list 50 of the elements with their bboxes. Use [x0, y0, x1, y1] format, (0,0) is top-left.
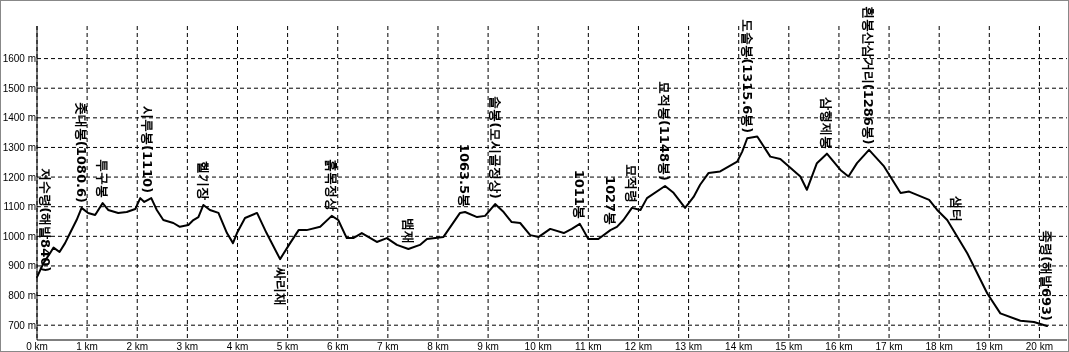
x-tick-label: 0 km [26, 341, 48, 352]
x-tick-label: 15 km [775, 341, 803, 352]
x-tick-label: 6 km [326, 341, 349, 352]
annotation: 1063.5봉 [457, 143, 473, 208]
annotation: 촛대봉(1080.6) [74, 101, 90, 203]
annotation: 투구봉 [95, 159, 111, 199]
y-tick-label: 800 m [8, 290, 36, 302]
annotation: 뱀재 [400, 218, 416, 245]
y-tick-label: 1200 m [2, 171, 36, 183]
x-tick-label: 9 km [477, 341, 499, 352]
x-tick-label: 3 km [176, 341, 199, 352]
x-tick-label: 2 km [126, 341, 149, 352]
annotation: 묘적봉(1148봉) [657, 80, 673, 181]
x-tick-label: 7 km [377, 341, 399, 352]
annotation: 삼형제봉 [819, 96, 835, 149]
y-tick-label: 1500 m [2, 82, 36, 94]
annotation: 묘적령 [624, 163, 640, 203]
annotation: 헬기장 [195, 160, 211, 200]
annotation: 죽령(해발693) [1039, 230, 1055, 322]
annotation: 저수령(해발840) [38, 168, 54, 273]
annotation: 솔봉(모시골정상) [487, 96, 503, 200]
annotation: 흙목정상 [324, 158, 340, 211]
annotation: 도솔봉(1315.6봉) [739, 19, 755, 134]
annotation: 흰봉산삼거리(1286봉) [861, 5, 877, 145]
x-tick-label: 18 km [925, 341, 953, 352]
y-tick-label: 1600 m [2, 53, 36, 65]
x-tick-label: 5 km [276, 341, 299, 352]
x-tick-label: 10 km [524, 341, 552, 352]
annotation: 1027봉 [602, 175, 618, 226]
annotation: 싸리재 [272, 266, 288, 307]
y-tick-label: 900 m [8, 260, 36, 272]
y-tick-label: 1100 m [3, 201, 36, 213]
x-tick-label: 16 km [825, 341, 853, 352]
annotation: 1011봉 [572, 169, 588, 219]
x-tick-label: 17 km [875, 341, 903, 352]
x-tick-label: 20 km [1025, 341, 1054, 352]
y-tick-label: 1000 m [2, 230, 36, 242]
y-tick-label: 700 m [8, 319, 36, 331]
x-tick-label: 1 km [76, 341, 98, 352]
x-tick-label: 19 km [975, 341, 1003, 352]
x-tick-label: 8 km [427, 341, 449, 352]
x-tick-label: 14 km [725, 341, 753, 352]
y-tick-label: 1400 m [2, 112, 36, 124]
x-tick-label: 13 km [674, 341, 703, 352]
y-tick-label: 1300 m [2, 141, 36, 153]
x-tick-label: 11 km [575, 341, 602, 352]
x-tick-label: 12 km [624, 341, 653, 352]
x-tick-label: 4 km [226, 341, 249, 352]
annotation: 시루봉(1110) [139, 106, 155, 194]
annotation: 샘터 [949, 195, 965, 223]
